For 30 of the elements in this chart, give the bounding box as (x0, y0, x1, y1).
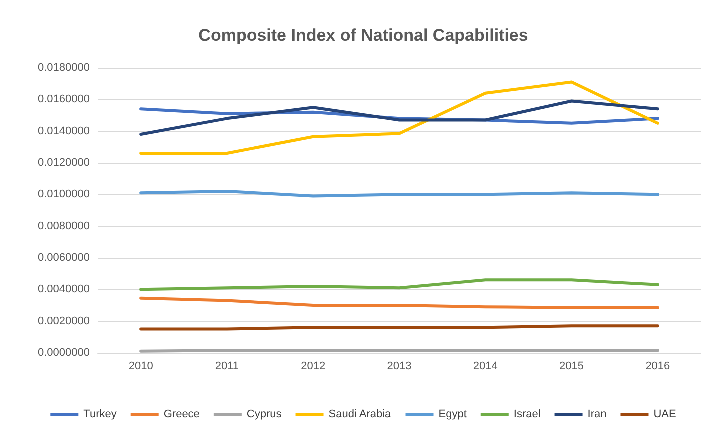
legend-label: Cyprus (246, 408, 282, 420)
y-tick-label: 0.0160000 (38, 94, 90, 106)
x-tick-label: 2014 (473, 360, 498, 372)
line-series (140, 100, 660, 136)
legend-label: Turkey (84, 408, 118, 420)
legend-label: UAE (654, 408, 676, 420)
legend-label: Israel (514, 408, 541, 420)
x-tick-label: 2013 (387, 360, 412, 372)
y-tick-label: 0.0120000 (38, 157, 90, 169)
x-tick-label: 2010 (128, 360, 154, 372)
x-tick-label: 2015 (560, 360, 584, 372)
y-tick-label: 0.0100000 (38, 188, 90, 201)
x-tick-label: 2011 (215, 360, 240, 372)
y-tick-label: 0.0060000 (38, 252, 90, 264)
line-series (140, 278, 660, 292)
y-tick-label: 0.0180000 (38, 62, 90, 74)
y-tick-label: 0.0140000 (38, 125, 90, 138)
y-tick-label: 0.0000000 (38, 347, 90, 359)
y-tick-label: 0.0020000 (38, 315, 90, 328)
legend-label: Greece (164, 408, 200, 420)
line-series (140, 296, 660, 310)
x-tick-label: 2016 (646, 360, 670, 372)
legend-label: Iran (588, 408, 607, 420)
x-tick-label: 2012 (301, 360, 326, 372)
chart-title: Composite Index of National Capabilities (198, 26, 528, 45)
line-series (140, 80, 660, 155)
y-tick-label: 0.0040000 (38, 284, 90, 296)
legend-label: Egypt (438, 408, 467, 420)
legend-label: Saudi Arabia (328, 408, 392, 420)
y-tick-label: 0.0080000 (38, 220, 90, 232)
